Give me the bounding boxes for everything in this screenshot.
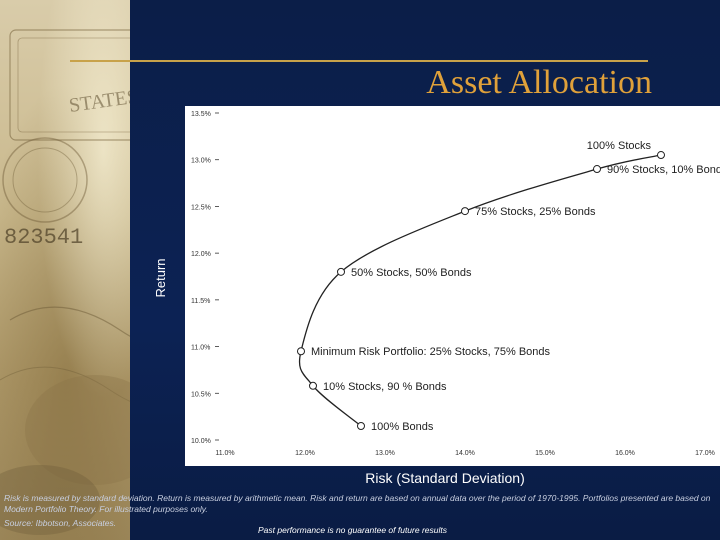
portfolio-labels: 100% Bonds 10% Stocks, 90 % Bonds Minimum … bbox=[311, 140, 720, 433]
y-tick-label: 10.0% bbox=[191, 438, 211, 445]
x-axis-label: Risk (Standard Deviation) bbox=[365, 470, 525, 486]
portfolio-label: 100% Stocks bbox=[587, 140, 652, 152]
portfolio-point bbox=[657, 151, 665, 160]
portfolio-label: 75% Stocks, 25% Bonds bbox=[475, 206, 596, 218]
portfolio-point bbox=[461, 207, 469, 216]
plot-area bbox=[185, 106, 720, 466]
x-tick-label: 16.0% bbox=[615, 450, 635, 457]
performance-disclaimer: Past performance is no guarantee of futu… bbox=[258, 525, 447, 535]
y-tick-label: 13.5% bbox=[191, 111, 211, 118]
x-tick-label: 12.0% bbox=[295, 450, 315, 457]
y-tick-label: 11.0% bbox=[191, 345, 210, 352]
methodology-footnote: Risk is measured by standard deviation. … bbox=[4, 493, 711, 514]
y-axis-ticks: 10.0% 10.5% 11.0% 11.5% 12.0% 12.5% 13.0% 13.5% bbox=[191, 111, 219, 445]
x-tick-label: 14.0% bbox=[455, 450, 475, 457]
portfolio-points bbox=[297, 151, 665, 430]
serial-number-text: 823541 bbox=[4, 225, 83, 250]
portfolio-point bbox=[309, 381, 317, 390]
x-axis-ticks: 11.0% 12.0% 13.0% 14.0% 15.0% 16.0% 17.0% bbox=[215, 450, 715, 457]
x-tick-label: 13.0% bbox=[375, 450, 395, 457]
y-tick-label: 10.5% bbox=[191, 391, 211, 398]
y-axis-label: Return bbox=[153, 258, 168, 297]
portfolio-label: 10% Stocks, 90 % Bonds bbox=[323, 381, 447, 393]
x-tick-label: 17.0% bbox=[695, 450, 715, 457]
portfolio-label: 50% Stocks, 50% Bonds bbox=[351, 267, 472, 279]
page-title: Asset Allocation bbox=[426, 64, 652, 101]
portfolio-label: 90% Stocks, 10% Bonds bbox=[607, 164, 720, 176]
portfolio-label: Minimum Risk Portfolio: 25% Stocks, 75% … bbox=[311, 346, 551, 358]
portfolio-label: 100% Bonds bbox=[371, 421, 434, 433]
y-tick-label: 12.5% bbox=[191, 204, 211, 211]
title-rule bbox=[70, 60, 648, 62]
source-note: Source: Ibbotson, Associates. bbox=[4, 518, 117, 528]
portfolio-point bbox=[593, 165, 601, 174]
y-tick-label: 13.0% bbox=[191, 158, 211, 165]
portfolio-point bbox=[337, 267, 345, 276]
portfolio-point bbox=[357, 421, 365, 430]
x-tick-label: 15.0% bbox=[535, 450, 555, 457]
x-tick-label: 11.0% bbox=[215, 450, 234, 457]
y-tick-label: 12.0% bbox=[191, 251, 211, 258]
portfolio-point bbox=[297, 347, 305, 356]
y-tick-label: 11.5% bbox=[191, 298, 210, 305]
